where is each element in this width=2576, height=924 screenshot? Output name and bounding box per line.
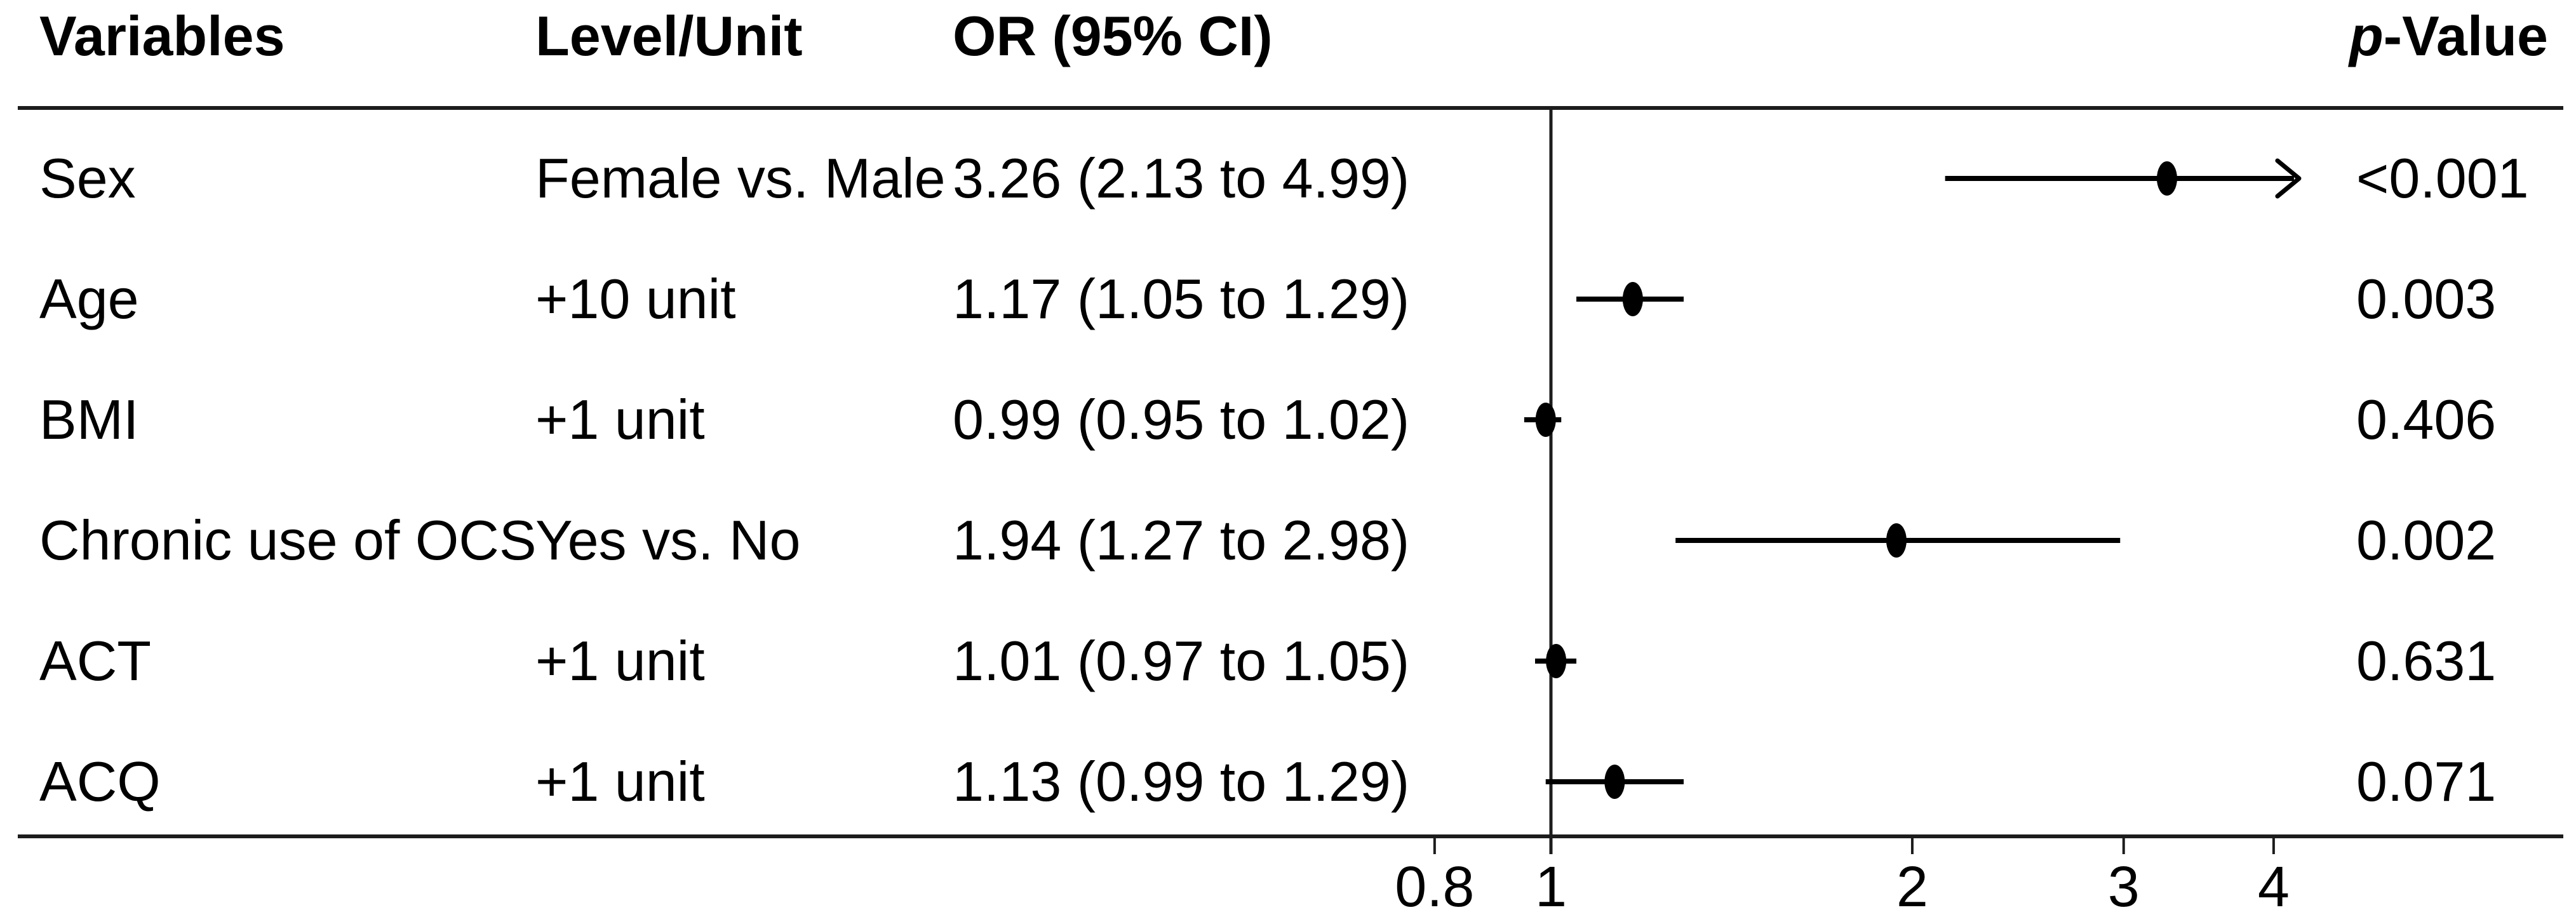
col-header-p-value: p-Value <box>2349 8 2548 64</box>
or-ci-cell: 1.13 (0.99 to 1.29) <box>953 750 1410 813</box>
col-header-level-unit: Level/Unit <box>535 4 803 67</box>
or-ci-cell: 0.99 (0.95 to 1.02) <box>953 388 1410 451</box>
p-value-cell: 0.003 <box>2356 267 2497 330</box>
p-value-header-italic-p: p <box>2349 4 2384 67</box>
axis-tick-label: 0.8 <box>1395 855 1475 919</box>
axis-tick-label: 3 <box>2107 855 2140 919</box>
variable-cell: Sex <box>39 147 136 210</box>
variable-cell: Age <box>39 267 139 330</box>
variable-cell: ACT <box>39 629 151 692</box>
variable-cell: BMI <box>39 388 139 451</box>
or-point-marker <box>1886 523 1907 558</box>
axis-tick-label: 2 <box>1896 855 1928 919</box>
variable-cell: ACQ <box>39 750 161 813</box>
p-value-header-suffix: -Value <box>2383 4 2548 67</box>
level-unit-cell: Yes vs. No <box>535 509 801 572</box>
p-value-cell: 0.071 <box>2356 750 2497 813</box>
clip-arrow-icon <box>2275 158 2302 199</box>
axis-tick-label: 4 <box>2257 855 2290 919</box>
or-point-marker <box>1546 644 1567 678</box>
or-ci-cell: 1.17 (1.05 to 1.29) <box>953 267 1410 330</box>
axis-tick-label: 1 <box>1534 855 1567 919</box>
level-unit-cell: +1 unit <box>535 750 705 813</box>
level-unit-cell: +1 unit <box>535 629 705 692</box>
level-unit-cell: +10 unit <box>535 267 736 330</box>
p-value-cell: <0.001 <box>2356 147 2529 210</box>
or-point-marker <box>1622 282 1643 316</box>
or-point-marker <box>1535 403 1556 437</box>
level-unit-cell: Female vs. Male <box>535 147 946 210</box>
p-value-cell: 0.406 <box>2356 388 2497 451</box>
or-point-marker <box>1604 765 1625 799</box>
p-value-cell: 0.002 <box>2356 509 2497 572</box>
level-unit-cell: +1 unit <box>535 388 705 451</box>
or-ci-cell: 1.01 (0.97 to 1.05) <box>953 629 1410 692</box>
col-header-or-ci: OR (95% CI) <box>953 4 1273 67</box>
variable-cell: Chronic use of OCS <box>39 509 537 572</box>
col-header-variables: Variables <box>39 4 285 67</box>
p-value-cell: 0.631 <box>2356 629 2497 692</box>
or-ci-cell: 1.94 (1.27 to 2.98) <box>953 509 1410 572</box>
or-ci-cell: 3.26 (2.13 to 4.99) <box>953 147 1410 210</box>
or-point-marker <box>2156 161 2177 196</box>
